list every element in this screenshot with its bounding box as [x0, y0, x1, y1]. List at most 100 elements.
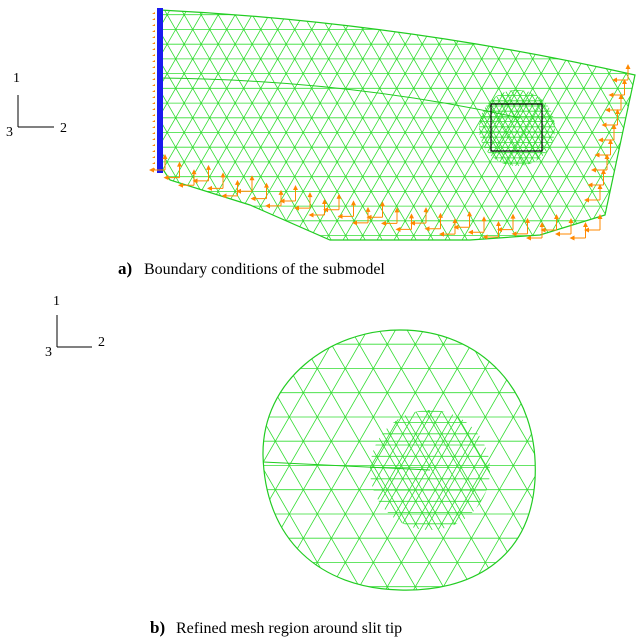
mesh-a-refined: [479, 90, 555, 166]
arrow-head: [152, 12, 155, 14]
arrow-head: [555, 218, 574, 237]
arrow-head: [439, 218, 458, 237]
arrow-head: [236, 175, 255, 194]
arrow: [593, 156, 608, 171]
arrow-head: [152, 144, 155, 146]
arrow-head: [279, 185, 298, 204]
arrow-head: [152, 138, 155, 140]
arrow: [571, 224, 586, 239]
caption: Boundary conditions of the submodel: [144, 261, 385, 278]
mesh-lines: [370, 410, 490, 530]
submodel-box: [490, 103, 543, 152]
arrow-head: [152, 18, 155, 20]
arrow-head: [152, 84, 155, 86]
arrow-head: [152, 78, 155, 80]
arrow-head: [265, 189, 284, 209]
arrow-head: [149, 154, 168, 173]
arrow-head: [178, 169, 197, 188]
arrow: [484, 223, 499, 238]
axis-label: 1: [13, 71, 20, 86]
arrow-head: [152, 42, 155, 44]
arrow-head: [612, 64, 631, 83]
axis-label: 3: [45, 345, 52, 360]
slit-b: [262, 461, 431, 471]
arrow: [194, 166, 209, 182]
arrow-head: [569, 222, 588, 241]
axis-label: 2: [60, 121, 67, 136]
arrow-head: [608, 79, 627, 98]
arrow-head: [152, 162, 155, 164]
fixed-boundary: [157, 8, 163, 173]
arrow-head: [250, 182, 269, 202]
arrow-head: [152, 48, 155, 50]
arrow-head: [591, 154, 610, 173]
arrow-head: [395, 213, 414, 232]
panel-label: b): [150, 618, 165, 637]
mesh-b-refined: [370, 410, 490, 530]
axis-label: 3: [6, 125, 13, 140]
arrow-head: [337, 200, 356, 219]
arrow: [470, 218, 485, 233]
mesh-b-outline: [262, 329, 536, 591]
arrow-head: [598, 124, 617, 143]
mesh-lines: [262, 330, 536, 591]
mesh-a-outline: [159, 9, 636, 241]
arrow-head: [294, 192, 313, 211]
arrow-head: [308, 199, 327, 218]
axis-label: 2: [98, 335, 105, 350]
arrow-head: [584, 184, 603, 203]
axis-triad-a: 1 2 3: [6, 71, 67, 140]
arrow: [281, 187, 296, 202]
mesh-lines: [479, 90, 555, 166]
arrow-head: [497, 213, 516, 233]
arrow-head: [152, 30, 155, 32]
arrow-head: [152, 90, 155, 92]
arrow-head: [152, 168, 155, 170]
axis-label: 1: [53, 294, 60, 309]
mesh-b: [262, 330, 536, 591]
arrow-head: [152, 120, 155, 122]
arrow-head: [152, 102, 155, 104]
slit: [159, 77, 521, 119]
arrow-head: [424, 212, 443, 232]
arrow-head: [152, 24, 155, 26]
arrow-head: [605, 94, 624, 113]
arrow: [383, 209, 398, 224]
arrow-head: [587, 169, 606, 188]
arrow-head: [381, 207, 400, 226]
arrow-head: [511, 217, 530, 237]
arrow-head: [601, 109, 620, 128]
arrow-head: [152, 108, 155, 110]
arrow-head: [152, 150, 155, 152]
arrow-head: [594, 139, 613, 158]
arrow-head: [152, 114, 155, 116]
arrow-head: [152, 60, 155, 62]
arrow-head: [352, 206, 371, 226]
arrow-head: [526, 222, 545, 241]
arrow-head: [584, 214, 603, 233]
arrow-head: [152, 156, 155, 158]
panel-label: a): [118, 259, 132, 278]
arrow-head: [152, 54, 155, 56]
arrow-head: [221, 179, 240, 199]
arrow-head: [192, 164, 211, 184]
arrow-head: [152, 132, 155, 134]
arrow-head: [163, 161, 182, 181]
arrow-head: [468, 216, 487, 235]
arrow-head: [152, 36, 155, 38]
boundary-arrows: [149, 12, 631, 241]
arrow-head: [482, 221, 501, 240]
arrow-head: [323, 193, 342, 213]
arrow-head: [366, 201, 385, 220]
arrow-head: [152, 126, 155, 128]
arrow-head: [152, 72, 155, 74]
axis-triad-b: 1 2 3: [45, 294, 105, 360]
arrow: [455, 213, 470, 228]
arrow-head: [152, 66, 155, 68]
arrow-head: [152, 96, 155, 98]
caption: Refined mesh region around slit tip: [176, 620, 402, 637]
arrow-head: [540, 214, 559, 233]
arrow-head: [207, 172, 226, 191]
arrow-head: [410, 207, 429, 226]
